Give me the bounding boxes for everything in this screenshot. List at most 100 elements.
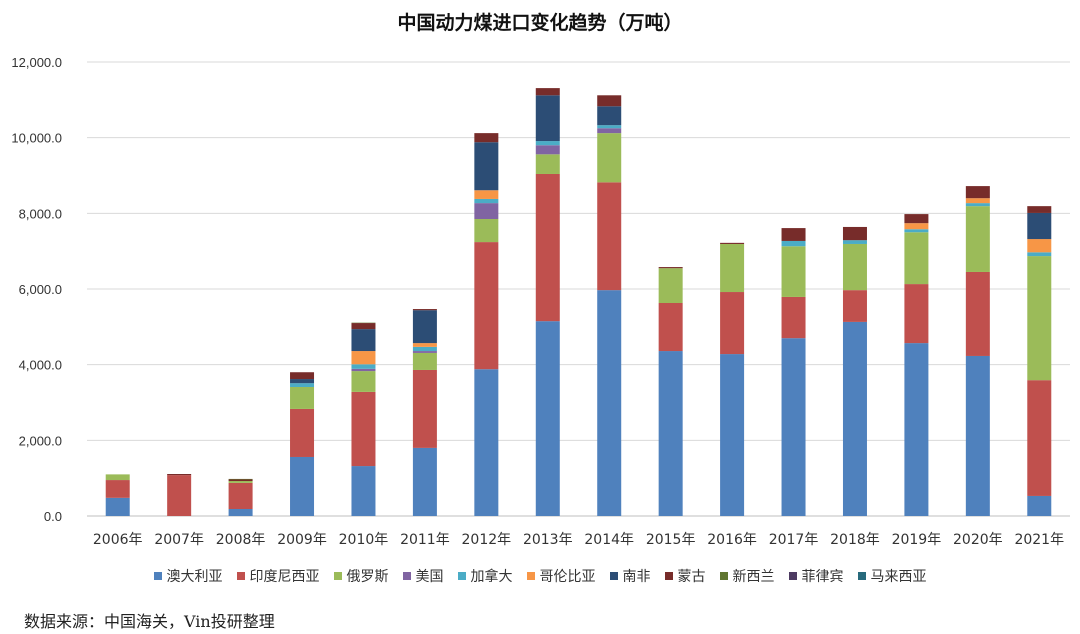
bar-segment (965, 203, 990, 207)
x-tick-label: 2015年 (646, 532, 696, 548)
legend-label: 马来西亚 (870, 569, 927, 585)
bar-segment (105, 480, 130, 498)
bar-segment (1027, 212, 1052, 240)
bar-segment (658, 351, 683, 516)
legend-swatch (609, 572, 618, 580)
legend-item: 马来西亚 (857, 566, 927, 586)
bar-segment (412, 352, 437, 370)
bar-segment (904, 343, 929, 516)
bar-segment (412, 447, 437, 516)
bar-segment (290, 383, 315, 387)
bar-segment (290, 456, 315, 516)
x-tick-label: 2011年 (400, 532, 450, 548)
bar-segment (474, 198, 499, 204)
y-tick-label: 4,000.0 (19, 358, 62, 373)
legend-swatch (719, 572, 728, 580)
bar-segment (351, 351, 376, 365)
legend: 澳大利亚 印度尼西亚 俄罗斯 美国 加拿大 哥伦比亚 南非 蒙古 新西兰 菲律宾 马来西亚 (0, 566, 1080, 586)
legend-item: 新西兰 (719, 566, 775, 586)
bar-segment (412, 309, 437, 311)
bar-segment (965, 198, 990, 204)
bar-segment (351, 466, 376, 516)
bar-segment (1027, 256, 1052, 381)
legend-item: 南非 (609, 566, 651, 586)
bar-segment (781, 338, 806, 516)
bar-segment (228, 478, 253, 480)
legend-label: 新西兰 (732, 569, 775, 585)
bar-segment (167, 475, 192, 516)
y-tick-label: 10,000.0 (11, 131, 62, 146)
bar-segment (597, 125, 622, 129)
bar-segment (535, 141, 560, 146)
bar-segment (351, 371, 376, 392)
bar-segment (474, 242, 499, 370)
bar-segment (781, 228, 806, 241)
bar-segment (904, 229, 929, 233)
bar-segment (1027, 380, 1052, 496)
legend-item: 美国 (402, 566, 444, 586)
bar-segment (228, 482, 253, 510)
y-tick-label: 12,000.0 (11, 55, 62, 70)
bar-segment (597, 106, 622, 126)
x-tick-label: 2016年 (707, 532, 757, 548)
bar-segment (658, 267, 683, 269)
legend-label: 蒙古 (677, 569, 706, 585)
bar-segment (474, 142, 499, 191)
bar-segment (781, 246, 806, 297)
x-tick-label: 2017年 (769, 532, 819, 548)
bar-segment (842, 240, 867, 244)
chart-title: 中国动力煤进口变化趋势（万吨） (397, 12, 683, 34)
bar-segment (535, 173, 560, 322)
legend-label: 南非 (622, 569, 651, 585)
bar-segment (351, 329, 376, 352)
bar-segment (1027, 206, 1052, 213)
bar-segment (535, 88, 560, 96)
y-tick-label: 6,000.0 (19, 282, 62, 297)
bar-segment (720, 242, 745, 244)
x-tick-label: 2019年 (892, 532, 942, 548)
bar-segment (597, 133, 622, 183)
bar-segment (965, 206, 990, 272)
y-tick-label: 0.0 (44, 509, 62, 524)
legend-label: 俄罗斯 (346, 569, 389, 585)
legend-swatch (526, 572, 535, 580)
legend-item: 菲律宾 (788, 566, 844, 586)
bar-segment (290, 379, 315, 384)
legend-label: 加拿大 (470, 569, 513, 585)
bar-segment (781, 240, 806, 247)
bar-segment (290, 372, 315, 380)
bar-segment (535, 145, 560, 155)
bar-segment (904, 214, 929, 224)
legend-item: 加拿大 (457, 566, 513, 586)
bar-segment (904, 232, 929, 285)
legend-swatch (788, 572, 797, 580)
legend-item: 澳大利亚 (153, 566, 223, 586)
legend-item: 哥伦比亚 (526, 566, 596, 586)
bar-segment (228, 479, 253, 482)
legend-label: 美国 (415, 569, 444, 585)
bar-segment (720, 243, 745, 293)
legend-swatch (153, 572, 162, 580)
bar-segment (1027, 239, 1052, 253)
bar-segment (965, 355, 990, 516)
bar-segment (351, 323, 376, 330)
legend-label: 印度尼西亚 (249, 569, 320, 585)
y-tick-label: 2,000.0 (19, 433, 62, 448)
bar-segment (658, 268, 683, 303)
x-tick-label: 2008年 (216, 532, 266, 548)
bar-segment (658, 302, 683, 352)
bar-segment (842, 321, 867, 516)
x-tick-label: 2009年 (277, 532, 327, 548)
bar-segment (412, 310, 437, 344)
bar-segment (105, 474, 130, 481)
bar-segment (474, 219, 499, 243)
bar-segment (351, 364, 376, 369)
bar-segment (412, 369, 437, 448)
legend-swatch (457, 572, 466, 580)
bar-segment (597, 128, 622, 134)
stacked-bar-chart: 0.0 2,000.0 4,000.0 6,000.0 8,000.0 10,000.0 1… (11, 55, 1070, 548)
bar-segment (965, 271, 990, 356)
bar-segment (228, 481, 253, 483)
bar-segment (597, 95, 622, 107)
